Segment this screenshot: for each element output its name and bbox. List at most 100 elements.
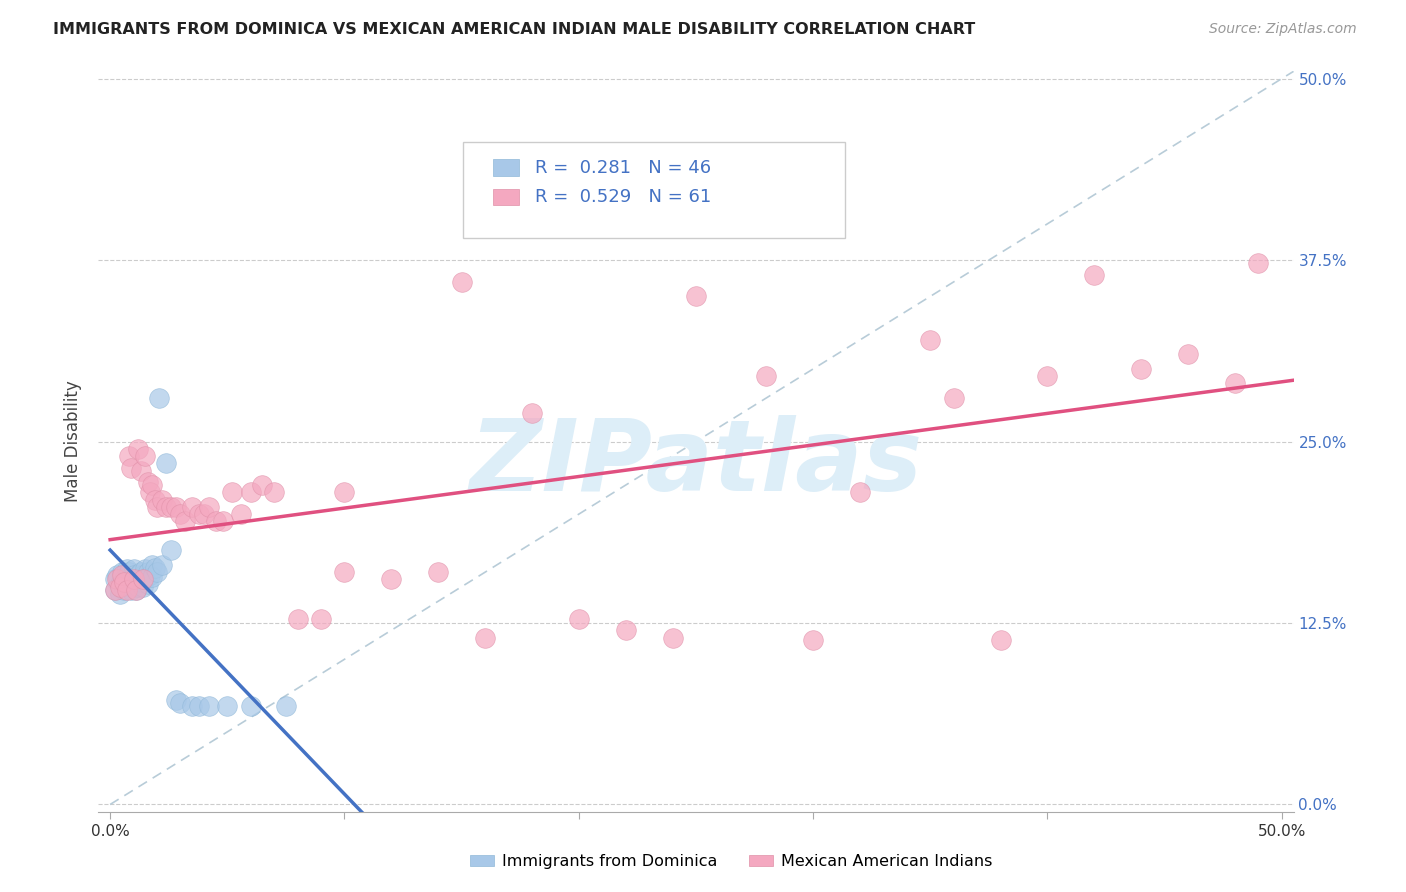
Point bbox=[990, 633, 1012, 648]
Point bbox=[136, 576, 159, 591]
Text: Source: ZipAtlas.com: Source: ZipAtlas.com bbox=[1209, 22, 1357, 37]
Point bbox=[239, 485, 262, 500]
Legend: Immigrants from Dominica, Mexican American Indians: Immigrants from Dominica, Mexican Americ… bbox=[464, 847, 998, 875]
Point bbox=[104, 582, 127, 597]
Text: R =  0.529   N = 61: R = 0.529 N = 61 bbox=[534, 188, 711, 206]
Point bbox=[169, 507, 191, 521]
Point bbox=[115, 582, 138, 597]
Point bbox=[120, 460, 142, 475]
Point bbox=[134, 573, 156, 587]
Point bbox=[231, 507, 253, 521]
Point bbox=[221, 485, 243, 500]
Point bbox=[118, 565, 141, 579]
FancyBboxPatch shape bbox=[463, 142, 845, 238]
Text: ZIPatlas: ZIPatlas bbox=[470, 416, 922, 512]
Point bbox=[127, 580, 149, 594]
Point bbox=[112, 575, 135, 590]
Point bbox=[141, 569, 163, 583]
Point bbox=[129, 575, 152, 590]
Point bbox=[132, 568, 155, 582]
Point bbox=[150, 492, 173, 507]
Y-axis label: Male Disability: Male Disability bbox=[65, 381, 83, 502]
Point bbox=[120, 573, 142, 587]
Point bbox=[134, 562, 156, 576]
Point bbox=[165, 500, 187, 514]
Point bbox=[169, 696, 191, 710]
Point bbox=[181, 500, 204, 514]
Point bbox=[1130, 362, 1153, 376]
Point bbox=[115, 573, 138, 587]
Point bbox=[252, 478, 274, 492]
Point bbox=[801, 633, 824, 648]
Point bbox=[118, 580, 141, 594]
Point bbox=[122, 562, 145, 576]
Point bbox=[112, 582, 135, 597]
Point bbox=[105, 568, 128, 582]
Point bbox=[181, 698, 204, 713]
Point bbox=[141, 558, 163, 572]
Point bbox=[450, 275, 472, 289]
Point bbox=[139, 485, 162, 500]
Point bbox=[143, 561, 166, 575]
Point bbox=[134, 449, 156, 463]
Point bbox=[239, 698, 262, 713]
Point bbox=[122, 573, 145, 587]
Point bbox=[125, 582, 148, 597]
Point bbox=[155, 456, 177, 470]
Point bbox=[380, 573, 402, 587]
Point bbox=[139, 568, 162, 582]
Point bbox=[263, 485, 285, 500]
Point bbox=[122, 580, 145, 594]
Point bbox=[520, 405, 543, 419]
Point bbox=[1083, 268, 1105, 282]
Point bbox=[125, 573, 148, 587]
Point bbox=[333, 565, 356, 579]
Point bbox=[309, 612, 332, 626]
Point bbox=[136, 565, 159, 579]
Point bbox=[120, 582, 142, 597]
Point bbox=[849, 485, 872, 500]
Point bbox=[474, 631, 496, 645]
Point bbox=[118, 449, 141, 463]
Point bbox=[146, 565, 169, 579]
Bar bbox=[494, 160, 519, 176]
Point bbox=[1036, 369, 1059, 384]
Point bbox=[122, 568, 145, 582]
Point bbox=[188, 507, 211, 521]
Point bbox=[108, 576, 131, 591]
Point bbox=[197, 698, 219, 713]
Point bbox=[204, 515, 226, 529]
Text: IMMIGRANTS FROM DOMINICA VS MEXICAN AMERICAN INDIAN MALE DISABILITY CORRELATION : IMMIGRANTS FROM DOMINICA VS MEXICAN AMER… bbox=[53, 22, 976, 37]
Point bbox=[188, 698, 211, 713]
Point bbox=[160, 500, 183, 514]
Point bbox=[217, 698, 239, 713]
Point bbox=[136, 475, 159, 490]
Point bbox=[141, 478, 163, 492]
Point bbox=[148, 391, 170, 405]
Point bbox=[105, 573, 128, 587]
Point bbox=[115, 562, 138, 576]
Point bbox=[112, 573, 135, 587]
Point bbox=[104, 573, 127, 587]
Point bbox=[108, 580, 131, 594]
Point bbox=[661, 631, 683, 645]
Point bbox=[129, 464, 152, 478]
Point bbox=[132, 580, 155, 594]
Point bbox=[108, 587, 131, 601]
Point bbox=[193, 507, 215, 521]
Point bbox=[104, 582, 127, 597]
Point bbox=[287, 612, 309, 626]
Point bbox=[333, 485, 356, 500]
Point bbox=[132, 573, 155, 587]
Point bbox=[127, 568, 149, 582]
Point bbox=[211, 515, 233, 529]
Point bbox=[614, 624, 637, 638]
Point bbox=[160, 543, 183, 558]
Point bbox=[127, 442, 149, 456]
Point bbox=[125, 582, 148, 597]
Point bbox=[174, 515, 197, 529]
Point bbox=[942, 391, 965, 405]
Point bbox=[146, 500, 169, 514]
Text: R =  0.281   N = 46: R = 0.281 N = 46 bbox=[534, 159, 711, 177]
Point bbox=[155, 500, 177, 514]
